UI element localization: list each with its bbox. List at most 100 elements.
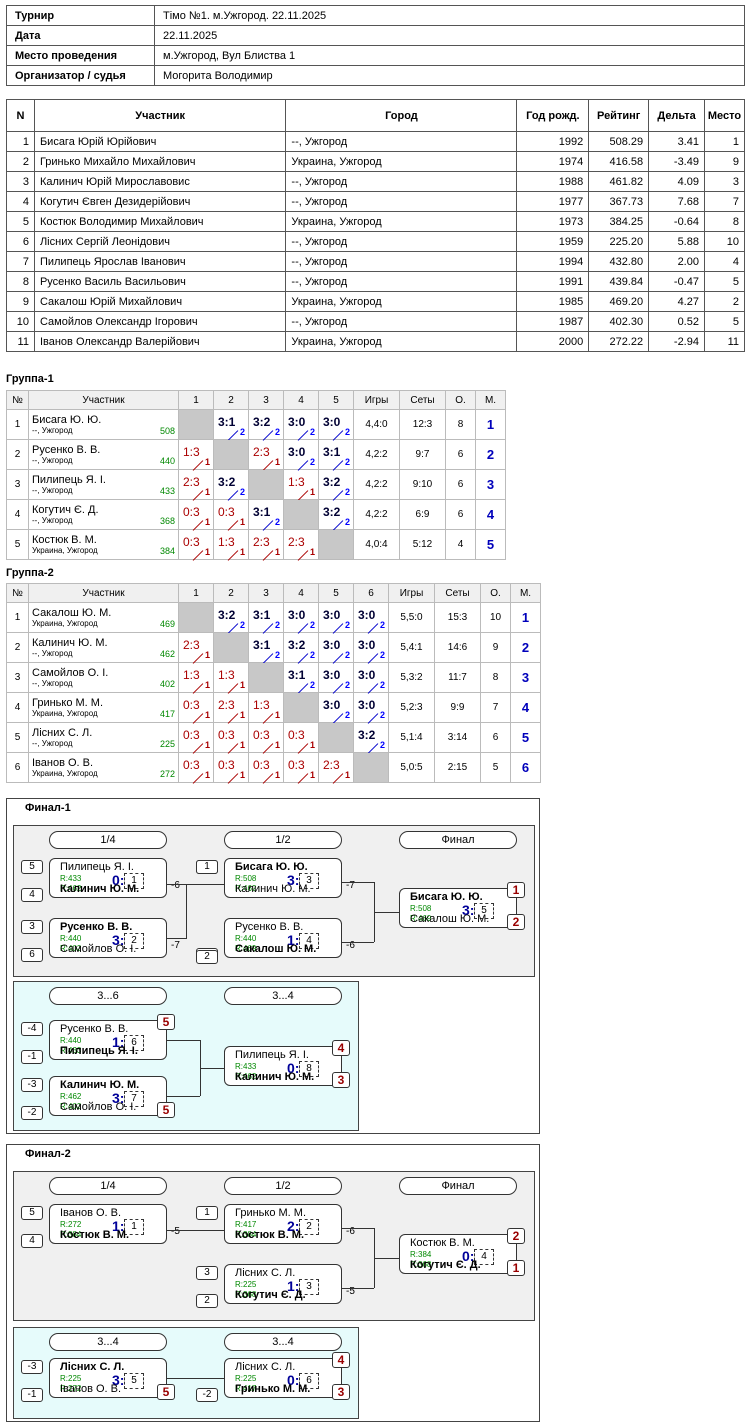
final1-title: Финал-1 [25, 802, 71, 814]
connector-line [167, 884, 224, 885]
player1-rating: R:508 [410, 904, 432, 913]
match-points: 1 [274, 770, 280, 780]
match-result-cell: 3:2 2 [213, 602, 249, 634]
player2-name: Сакалош Ю. М. [235, 943, 317, 955]
player2-rating: R:384 [60, 1230, 82, 1239]
match-points: 2 [379, 680, 385, 690]
sets-value: 9:9 [434, 692, 481, 723]
group2-row-number: 6 [6, 752, 29, 783]
participant-cell: 6 [6, 231, 35, 252]
participant-rating: 417 [159, 708, 175, 719]
match-points: 1 [204, 547, 210, 557]
place-value: 1 [475, 409, 506, 440]
sets-value: 11:7 [434, 662, 481, 693]
seed-box: 1 [196, 860, 218, 874]
place-box: 3 [332, 1384, 350, 1400]
bracket-match: Калинич Ю. М. R:462 R:402 3:0 7 Самойлов О. І… [49, 1076, 167, 1116]
group1-title: Группа-1 [6, 373, 54, 385]
group2-header: 5 [318, 583, 354, 603]
place-box: 2 [507, 1228, 525, 1244]
match-points: 1 [274, 457, 280, 467]
group2-row-number: 4 [6, 692, 29, 723]
match-result-cell: 3:1 2 [248, 632, 284, 664]
match-points: 2 [274, 517, 280, 527]
diagonal-cell [283, 692, 319, 723]
seed-box: -2 [196, 1388, 218, 1402]
connector-line [342, 1228, 374, 1229]
match-points: 1 [309, 740, 315, 750]
bracket-match: Бисага Ю. Ю. R:508 R:469 3:1 5 Сакалош Ю. М. [399, 888, 517, 928]
match-points: 2 [379, 620, 385, 630]
player1-name: Іванов О. В. [60, 1207, 122, 1219]
player2-name: Іванов О. В. [60, 1383, 122, 1395]
match-score: 3:2 [218, 608, 236, 622]
participant-cell: 4.27 [648, 291, 705, 312]
match-number: 3 [299, 1279, 319, 1295]
match-score: 3:0 [358, 698, 376, 712]
participants-header: Дельта [648, 99, 705, 132]
participant-city: Украина, Ужгород [32, 618, 98, 628]
seed-box: 1 [196, 1206, 218, 1220]
match-result-cell: 3:0 2 [283, 409, 319, 441]
place-value: 3 [475, 469, 506, 500]
match-number: 8 [299, 1061, 319, 1077]
match-score: 0:3 [183, 505, 200, 519]
group2-row-number: 3 [6, 662, 29, 693]
match-points: 1 [274, 740, 280, 750]
participant-rating: 225 [159, 738, 175, 749]
match-score: 3:2 [323, 475, 341, 489]
participant-cell: --, Ужгород [285, 231, 518, 252]
player2-rating: R:402 [60, 1102, 82, 1111]
seed-box: 5 [21, 1206, 43, 1220]
participant-cell: 1974 [516, 151, 590, 172]
player2-name: Костюк В. М. [235, 1229, 305, 1241]
participant-cell: 11 [703, 331, 746, 352]
match-points: 1 [274, 547, 280, 557]
diagonal-cell [178, 602, 214, 633]
participant-row: 6 Лісних Сергій Леонідович --, Ужгород 1959… [6, 231, 746, 252]
participant-row: 8 Русенко Василь Васильович --, Ужгород 199… [6, 271, 746, 292]
connector-line [186, 884, 187, 938]
info-value: Могорита Володимир [154, 65, 745, 86]
diagonal-cell [213, 632, 249, 663]
group1-header: 4 [283, 390, 319, 410]
player2-rating: R:462 [235, 884, 257, 893]
info-key: Организатор / судья [6, 65, 155, 86]
participant-cell: 3.41 [648, 131, 705, 152]
match-points: 2 [344, 487, 350, 497]
participant-cell: Украина, Ужгород [285, 331, 518, 352]
player1-rating: R:225 [235, 1280, 257, 1289]
place-value: 1 [510, 602, 541, 633]
match-score: 3:0 [323, 638, 341, 652]
player2-name: Калинич Ю. М. [235, 1071, 315, 1083]
participant-city: --, Ужгород [32, 678, 73, 688]
match-result-cell: 0:3 1 [283, 752, 319, 784]
participant-name: Костюк В. М. [32, 533, 97, 546]
match-score: 3:2 [288, 638, 306, 652]
group1-row: 2 Русенко В. В. --, Ужгород 440 1:3 1 2:3 1 3:0 2… [6, 439, 506, 471]
group1-row: 3 Пилипець Я. І. --, Ужгород 433 2:3 1 3:2 2 1:3… [6, 469, 506, 501]
match-result-cell: 3:0 2 [353, 692, 389, 724]
player2-name: Самойлов О. І. [60, 943, 137, 955]
match-result-cell: 3:0 2 [318, 602, 354, 634]
participant-cell: 508.29 [588, 131, 650, 152]
match-points: 2 [274, 650, 280, 660]
match-score: 0:3 [253, 728, 270, 742]
match-score: 3:1 [323, 445, 341, 459]
group2-row-number: 5 [6, 722, 29, 753]
player1-name: Пилипець Я. І. [60, 861, 134, 873]
player1-name: Пилипець Я. І. [235, 1049, 309, 1061]
match-score: 1:3 [218, 668, 235, 682]
match-points: 2 [379, 650, 385, 660]
group1-row-number: 3 [6, 469, 29, 500]
participant-cell: 225.20 [588, 231, 650, 252]
match-result-cell: 0:3 1 [213, 499, 249, 531]
participant-meta: --, Ужгород 402 [32, 679, 175, 689]
loser-destination: -6 [171, 880, 180, 891]
place-box: 5 [157, 1102, 175, 1118]
participant-city: Украина, Ужгород [32, 768, 98, 778]
games-value: 5,4:1 [388, 632, 435, 663]
match-number: 2 [124, 933, 144, 949]
match-points: 2 [344, 427, 350, 437]
match-number: 1 [124, 1219, 144, 1235]
